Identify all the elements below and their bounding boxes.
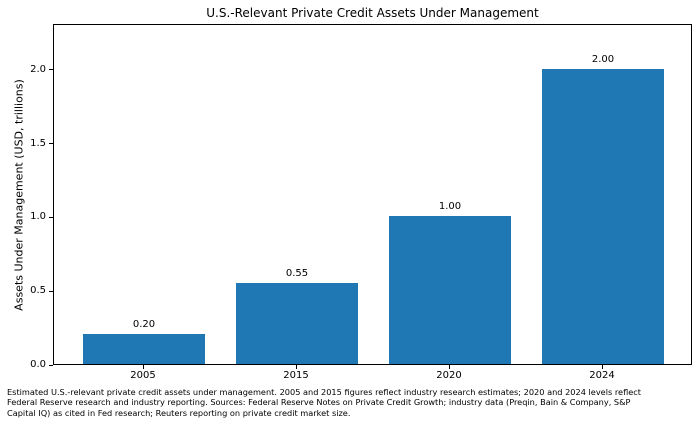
chart-title: U.S.-Relevant Private Credit Assets Unde… xyxy=(206,6,539,20)
y-tick-label: 2.0 xyxy=(30,63,46,75)
x-tick-label: 2005 xyxy=(130,370,156,381)
y-tick xyxy=(49,69,53,71)
bar-value-label: 0.55 xyxy=(285,267,309,279)
y-tick-label: 1.5 xyxy=(30,137,46,149)
x-tick xyxy=(448,365,450,369)
y-tick xyxy=(49,364,53,366)
y-tick xyxy=(49,290,53,292)
bar-2015 xyxy=(236,282,358,364)
bar-value-label: 1.00 xyxy=(438,201,462,213)
bar-2024 xyxy=(542,68,664,364)
y-tick xyxy=(49,216,53,218)
plot-area: 0.20 0.55 1.00 2.00 xyxy=(53,24,692,365)
caption-line: Estimated U.S.-relevant private credit a… xyxy=(7,387,641,397)
y-tick-label: 0.0 xyxy=(30,359,46,370)
x-tick-label: 2020 xyxy=(436,370,462,381)
bar-value-label: 0.20 xyxy=(132,319,156,331)
x-tick xyxy=(295,365,297,369)
x-tick-label: 2015 xyxy=(283,370,309,381)
caption-line: Federal Reserve research and industry re… xyxy=(7,397,631,408)
bar-value-label: 2.00 xyxy=(591,53,615,65)
x-tick xyxy=(142,365,144,369)
caption-line: Capital IQ) as cited in Fed research; Re… xyxy=(7,407,351,418)
source-caption: Estimated U.S.-relevant private credit a… xyxy=(7,387,697,418)
y-tick xyxy=(49,143,53,145)
y-axis-label: Assets Under Management (USD, trillions) xyxy=(12,79,26,311)
bar-2005 xyxy=(83,334,205,364)
y-tick-label: 0.5 xyxy=(30,285,46,297)
x-tick xyxy=(601,365,603,369)
x-tick-label: 2024 xyxy=(589,370,615,381)
bar-2020 xyxy=(389,216,511,364)
y-tick-label: 1.0 xyxy=(30,211,46,223)
